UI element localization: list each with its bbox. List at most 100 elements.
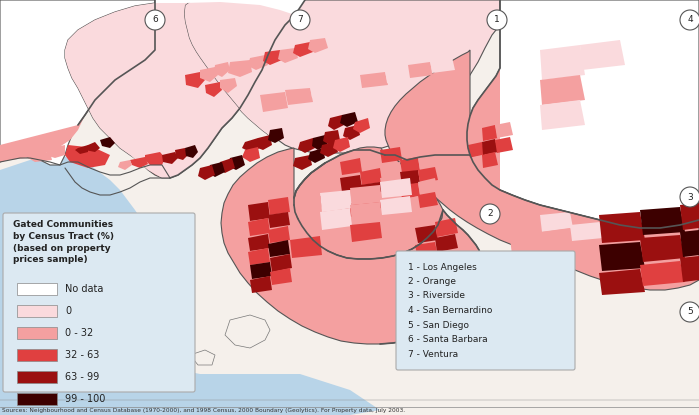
Text: 63 - 99: 63 - 99 <box>65 372 99 382</box>
Polygon shape <box>599 269 645 295</box>
Polygon shape <box>320 192 342 208</box>
Polygon shape <box>350 185 382 205</box>
Polygon shape <box>340 202 362 218</box>
Polygon shape <box>385 68 410 83</box>
Polygon shape <box>320 190 352 212</box>
Polygon shape <box>482 139 498 155</box>
Polygon shape <box>380 196 412 215</box>
Polygon shape <box>248 248 270 265</box>
Polygon shape <box>340 158 362 175</box>
Polygon shape <box>360 168 382 185</box>
Polygon shape <box>175 148 188 160</box>
Polygon shape <box>118 160 132 170</box>
Polygon shape <box>320 208 352 230</box>
Text: 5 - San Diego: 5 - San Diego <box>408 320 469 330</box>
Polygon shape <box>308 38 328 53</box>
Text: 4: 4 <box>687 15 693 24</box>
Polygon shape <box>320 206 342 222</box>
Polygon shape <box>268 240 290 257</box>
Polygon shape <box>468 127 485 143</box>
Polygon shape <box>185 72 205 88</box>
Polygon shape <box>130 157 148 168</box>
Polygon shape <box>482 125 498 141</box>
Polygon shape <box>293 42 313 57</box>
Polygon shape <box>328 115 344 130</box>
Polygon shape <box>0 0 155 165</box>
Bar <box>17 327 57 339</box>
Polygon shape <box>418 155 438 171</box>
Polygon shape <box>255 135 272 150</box>
Polygon shape <box>298 138 315 153</box>
Polygon shape <box>380 147 402 163</box>
Polygon shape <box>418 192 438 208</box>
Circle shape <box>680 10 699 30</box>
Polygon shape <box>640 235 685 262</box>
Polygon shape <box>360 195 382 212</box>
Text: 6 - Santa Barbara: 6 - Santa Barbara <box>408 335 488 344</box>
Polygon shape <box>221 148 482 344</box>
Polygon shape <box>308 148 325 163</box>
Circle shape <box>680 187 699 207</box>
Circle shape <box>145 10 165 30</box>
Polygon shape <box>360 152 382 168</box>
Text: 2: 2 <box>487 210 493 219</box>
Polygon shape <box>263 50 282 65</box>
Text: Sources: Neighbourhood and Census Database (1970-2000), and 1998 Census, 2000 Bo: Sources: Neighbourhood and Census Databa… <box>2 408 405 413</box>
Polygon shape <box>228 155 245 170</box>
Polygon shape <box>312 135 328 150</box>
Polygon shape <box>340 175 362 192</box>
Text: 5: 5 <box>687 308 693 317</box>
Polygon shape <box>242 147 260 162</box>
Polygon shape <box>162 152 178 164</box>
Text: 0 - 32: 0 - 32 <box>65 328 93 338</box>
Polygon shape <box>400 157 420 173</box>
Polygon shape <box>270 254 292 272</box>
Polygon shape <box>468 155 485 170</box>
Polygon shape <box>0 155 195 415</box>
Polygon shape <box>310 82 338 98</box>
Circle shape <box>480 204 500 224</box>
Polygon shape <box>248 55 268 70</box>
Polygon shape <box>640 207 685 235</box>
Bar <box>17 349 57 361</box>
Polygon shape <box>200 67 218 82</box>
Bar <box>17 283 57 295</box>
Bar <box>17 371 57 383</box>
Text: 32 - 63: 32 - 63 <box>65 350 99 360</box>
Polygon shape <box>290 216 322 238</box>
Polygon shape <box>323 130 340 145</box>
Text: 1 - Los Angeles: 1 - Los Angeles <box>408 263 477 271</box>
Circle shape <box>680 302 699 322</box>
Polygon shape <box>570 222 603 241</box>
Polygon shape <box>242 138 260 152</box>
Polygon shape <box>340 112 358 127</box>
Polygon shape <box>640 261 685 286</box>
Text: 99 - 100: 99 - 100 <box>65 394 106 404</box>
Polygon shape <box>415 225 438 243</box>
Text: 4 - San Bernardino: 4 - San Bernardino <box>408 306 492 315</box>
Text: 3 - Riverside: 3 - Riverside <box>408 291 465 300</box>
Polygon shape <box>415 242 438 260</box>
Polygon shape <box>380 215 412 233</box>
Polygon shape <box>268 128 284 143</box>
Polygon shape <box>294 147 443 259</box>
Polygon shape <box>510 235 543 255</box>
Polygon shape <box>45 145 65 158</box>
Polygon shape <box>0 360 380 415</box>
Bar <box>17 305 57 317</box>
Polygon shape <box>540 75 585 105</box>
Polygon shape <box>28 152 52 162</box>
Polygon shape <box>360 72 388 88</box>
Polygon shape <box>540 100 585 130</box>
Polygon shape <box>599 212 645 243</box>
Text: 0: 0 <box>65 306 71 316</box>
Polygon shape <box>248 218 270 236</box>
Polygon shape <box>353 118 370 133</box>
Text: No data: No data <box>65 284 103 294</box>
Polygon shape <box>75 145 88 154</box>
Text: 6: 6 <box>152 15 158 24</box>
Text: 3: 3 <box>687 193 693 202</box>
Polygon shape <box>467 0 699 228</box>
Polygon shape <box>250 262 272 279</box>
Text: 7: 7 <box>297 15 303 24</box>
